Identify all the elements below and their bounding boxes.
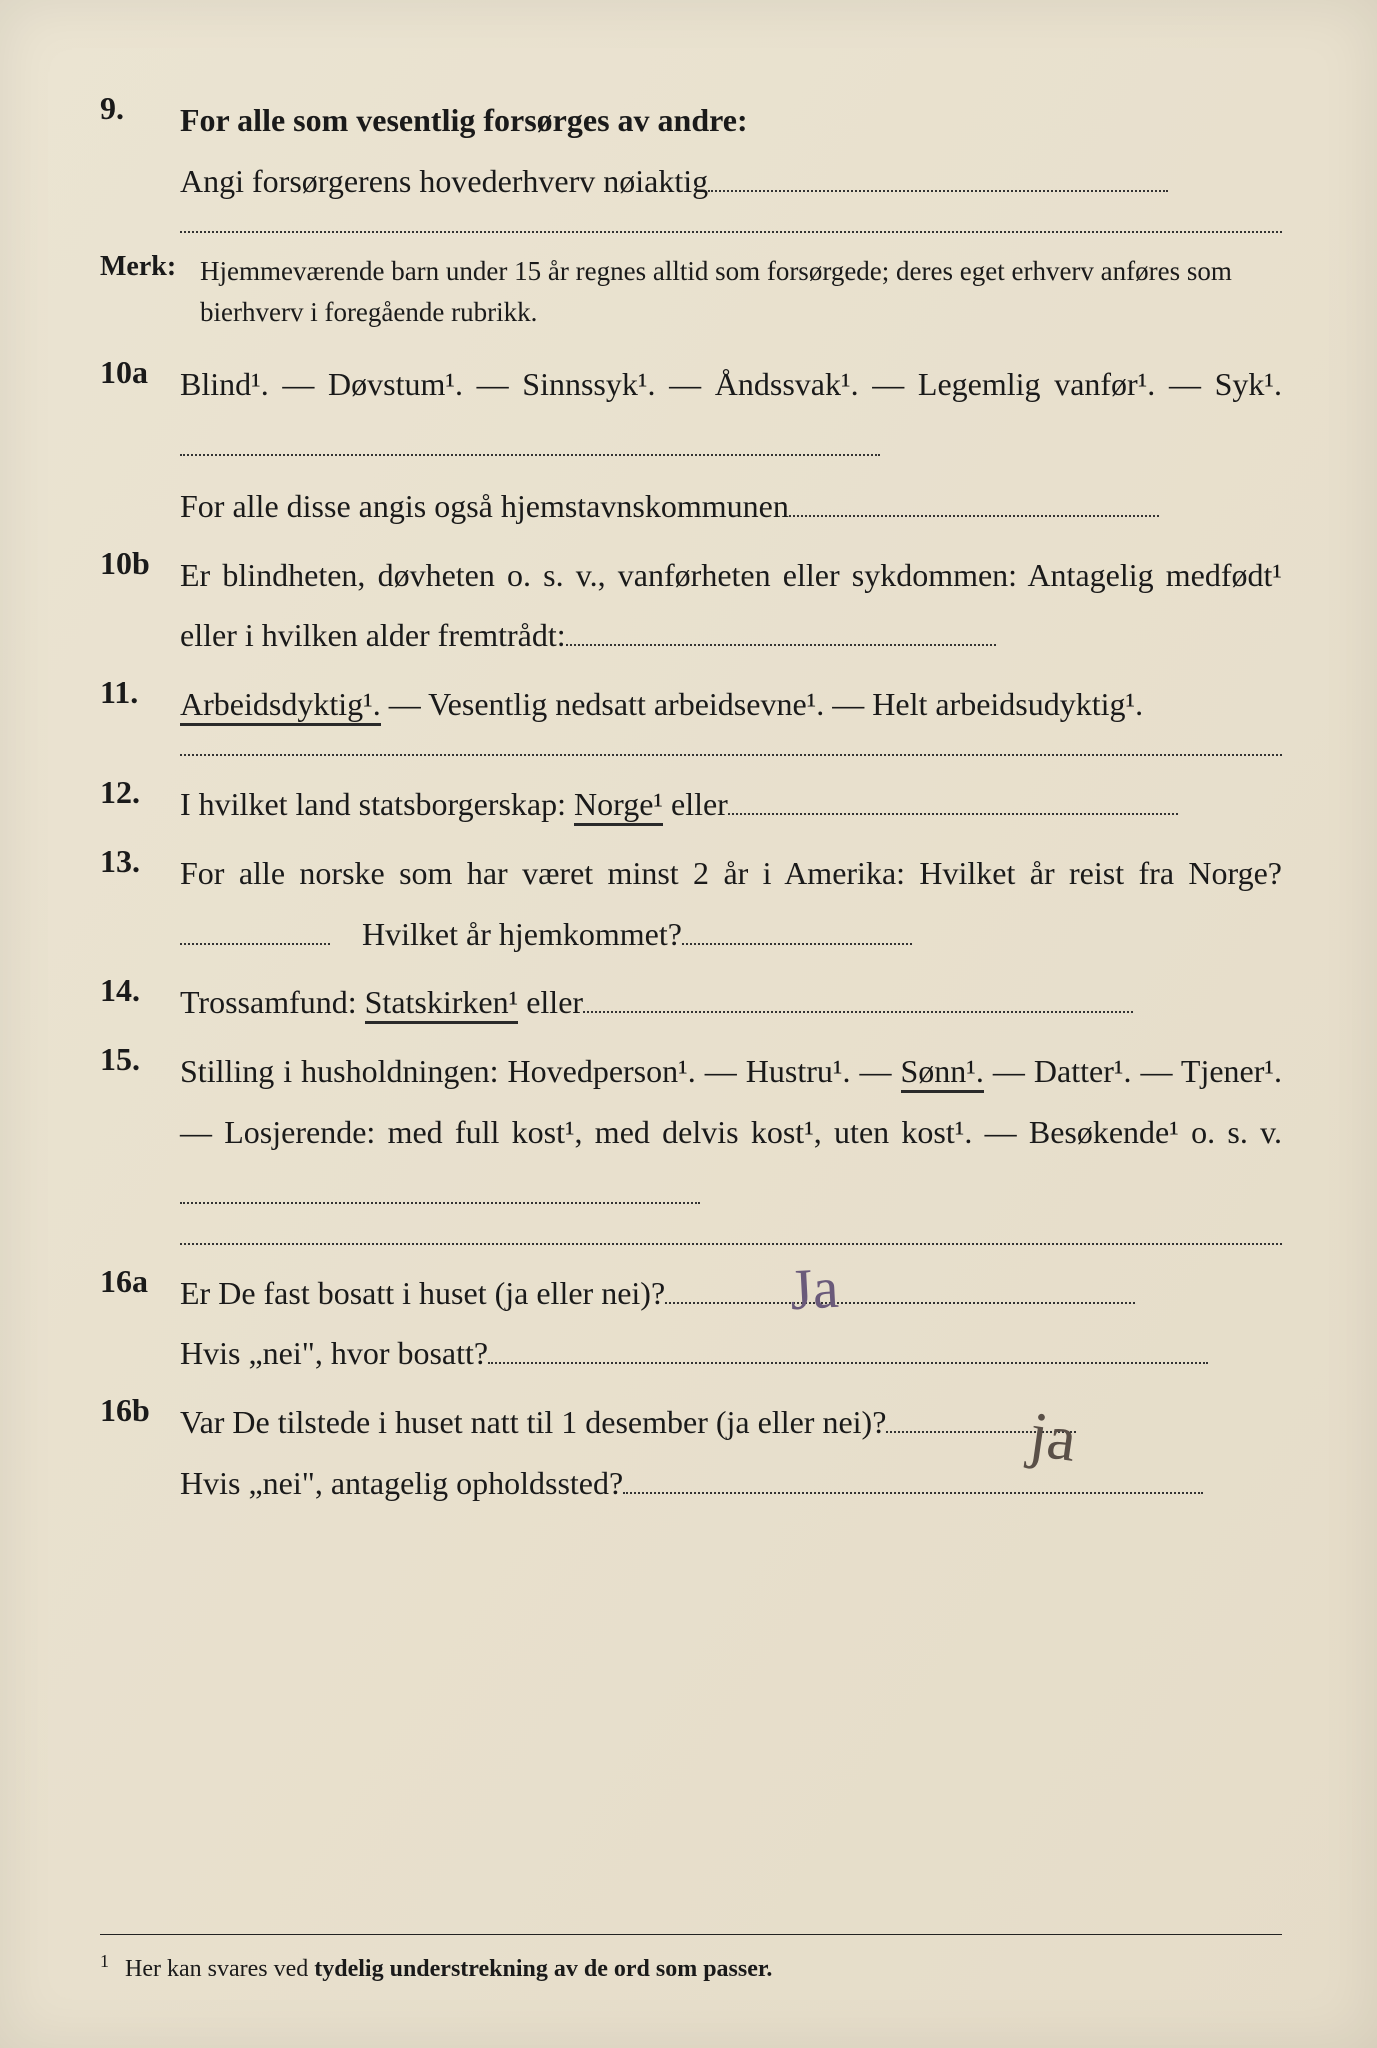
- question-10b: 10b Er blindheten, døvheten o. s. v., va…: [100, 545, 1282, 667]
- footnote: 1 Her kan svares ved tydelig understrekn…: [100, 1934, 1282, 1983]
- q11-opt1: Arbeidsdyktig¹.: [180, 686, 381, 726]
- blank-line: [488, 1334, 1208, 1365]
- q16a-line2: Hvis „nei", hvor bosatt?: [180, 1335, 488, 1371]
- blank-line: [623, 1463, 1203, 1494]
- q10a-number: 10a: [100, 354, 180, 536]
- q16b-line1: Var De tilstede i huset natt til 1 desem…: [180, 1404, 886, 1440]
- q9-title: For alle som vesentlig forsørges av andr…: [180, 102, 748, 138]
- blank-line: [583, 983, 1133, 1014]
- footnote-marker: 1: [100, 1951, 109, 1971]
- q11-number: 11.: [100, 674, 180, 735]
- footnote-bold: tydelig understrekning av de ord som pas…: [314, 1956, 772, 1982]
- q14-opt: Statskirken¹: [365, 984, 519, 1024]
- question-12: 12. I hvilket land statsborgerskap: Norg…: [100, 774, 1282, 835]
- question-15: 15. Stilling i husholdningen: Hovedperso…: [100, 1041, 1282, 1223]
- q9-number: 9.: [100, 90, 180, 212]
- q16a-number: 16a: [100, 1263, 180, 1385]
- q9-line1: Angi forsørgerens hovederhverv nøiaktig: [180, 163, 708, 199]
- document-page: 9. For alle som vesentlig forsørges av a…: [0, 0, 1377, 2048]
- footnote-pre: Her kan svares ved: [125, 1956, 314, 1982]
- merk-text: Hjemmeværende barn under 15 år regnes al…: [200, 251, 1282, 335]
- q12-post: eller: [663, 786, 728, 822]
- blank-line: [665, 1273, 1135, 1304]
- q14-pre: Trossamfund:: [180, 984, 365, 1020]
- q10a-line2: For alle disse angis også hjemstavnskomm…: [180, 488, 789, 524]
- q13-line2: Hvilket år hjemkommet?: [362, 916, 682, 952]
- blank-line: [789, 486, 1159, 517]
- blank-line: [682, 914, 912, 945]
- separator-line: [180, 1242, 1282, 1245]
- q14-number: 14.: [100, 972, 180, 1033]
- blank-line: [728, 784, 1178, 815]
- q16a-line1: Er De fast bosatt i huset (ja eller nei)…: [180, 1275, 665, 1311]
- separator-line: [180, 230, 1282, 233]
- q15-opt: Sønn¹.: [901, 1053, 984, 1093]
- question-16b: 16b Var De tilstede i huset natt til 1 d…: [100, 1392, 1282, 1514]
- question-9: 9. For alle som vesentlig forsørges av a…: [100, 90, 1282, 212]
- question-16a: 16a Er De fast bosatt i huset (ja eller …: [100, 1263, 1282, 1385]
- q12-opt: Norge¹: [574, 786, 663, 826]
- q15-number: 15.: [100, 1041, 180, 1223]
- blank-line: [566, 616, 996, 647]
- blank-line: [180, 914, 330, 945]
- question-14: 14. Trossamfund: Statskirken¹ eller: [100, 972, 1282, 1033]
- question-11: 11. Arbeidsdyktig¹. — Vesentlig nedsatt …: [100, 674, 1282, 735]
- q13-number: 13.: [100, 843, 180, 965]
- question-13: 13. For alle norske som har været minst …: [100, 843, 1282, 965]
- q10b-number: 10b: [100, 545, 180, 667]
- separator-line: [180, 753, 1282, 756]
- blank-line: [708, 161, 1168, 192]
- q15-pre: Stilling i husholdningen: Hovedperson¹. …: [180, 1053, 901, 1089]
- q16b-number: 16b: [100, 1392, 180, 1514]
- question-10a: 10a Blind¹. — Døvstum¹. — Sinnssyk¹. — Å…: [100, 354, 1282, 536]
- handwritten-answer-16a: Ja: [788, 1254, 840, 1323]
- q11-rest: — Vesentlig nedsatt arbeidsevne¹. — Helt…: [381, 686, 1143, 722]
- q13-line1: For alle norske som har været minst 2 år…: [180, 855, 1282, 891]
- q14-post: eller: [518, 984, 583, 1020]
- q16b-line2: Hvis „nei", antagelig opholdssted?: [180, 1465, 623, 1501]
- blank-line: [180, 425, 880, 456]
- q12-pre: I hvilket land statsborgerskap:: [180, 786, 574, 822]
- q12-number: 12.: [100, 774, 180, 835]
- blank-line: [180, 1173, 700, 1204]
- merk-label: Merk:: [100, 251, 200, 335]
- q10a-options: Blind¹. — Døvstum¹. — Sinnssyk¹. — Åndss…: [180, 366, 1282, 402]
- note-merk: Merk: Hjemmeværende barn under 15 år reg…: [100, 251, 1282, 335]
